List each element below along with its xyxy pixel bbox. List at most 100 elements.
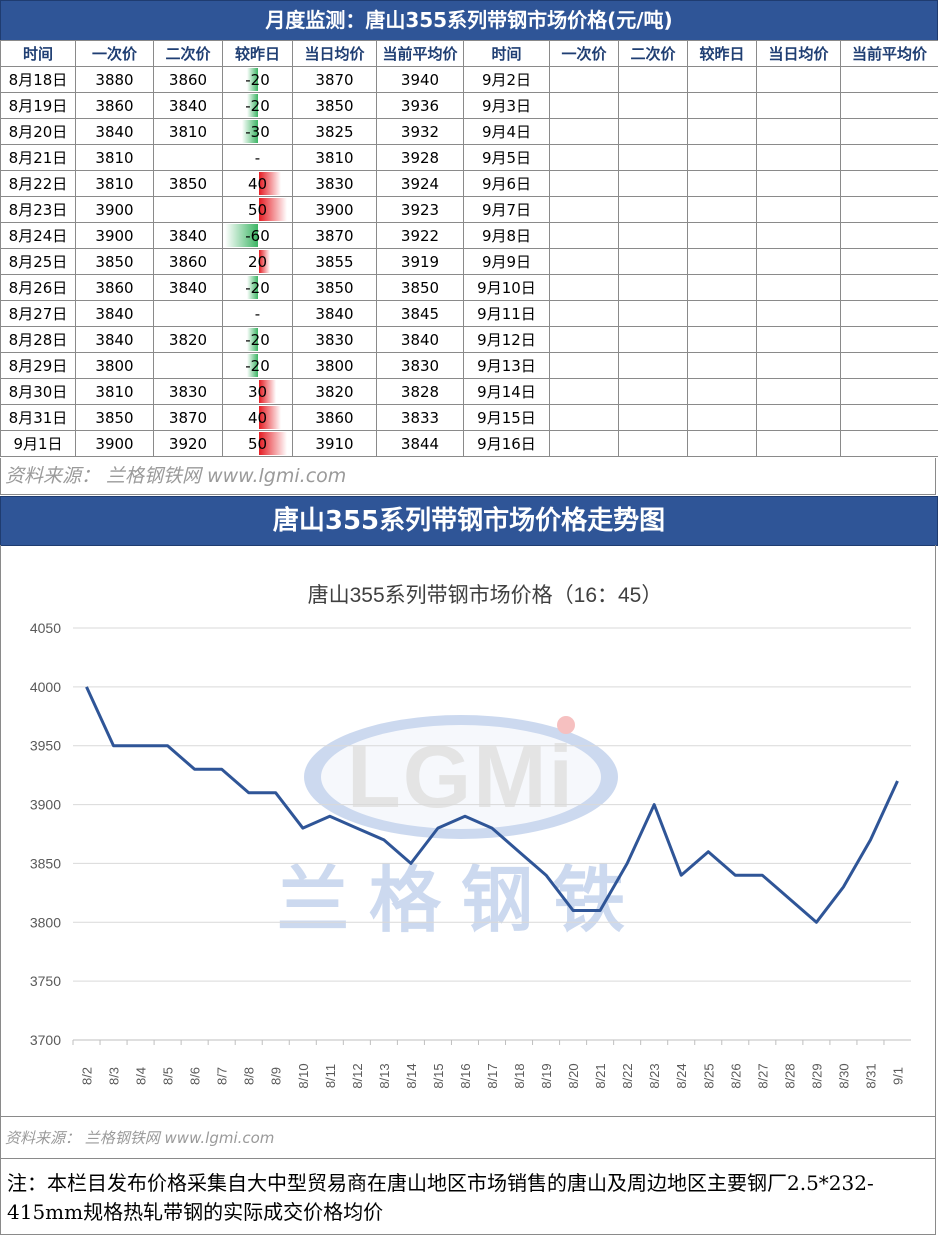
date-cell: 9月10日: [463, 274, 550, 301]
empty-cell: [756, 352, 841, 379]
empty-cell: [840, 274, 938, 301]
increase-bar: [259, 380, 276, 403]
empty-cell: [549, 92, 619, 119]
second-price-cell: 3920: [153, 430, 223, 457]
empty-cell: [840, 196, 938, 223]
empty-cell: [756, 170, 841, 197]
daily-average-cell: 3840: [292, 300, 377, 327]
empty-cell: [756, 378, 841, 405]
current-average-cell: 3828: [376, 378, 464, 405]
decrease-bar: [247, 328, 258, 351]
change-cell: -: [222, 144, 293, 171]
empty-cell: [618, 144, 688, 171]
x-tick-label: 8/28: [782, 1063, 797, 1088]
daily-average-cell: 3850: [292, 274, 377, 301]
empty-cell: [756, 248, 841, 275]
change-cell: -60: [222, 222, 293, 249]
y-tick-label: 3800: [30, 914, 61, 930]
column-header: 当前平均价: [840, 40, 938, 67]
column-header: 一次价: [549, 40, 619, 67]
current-average-cell: 3833: [376, 404, 464, 431]
empty-cell: [840, 222, 938, 249]
first-price-cell: 3900: [75, 430, 154, 457]
first-price-cell: 3840: [75, 326, 154, 353]
second-price-cell: 3860: [153, 248, 223, 275]
empty-cell: [840, 66, 938, 93]
current-average-cell: 3922: [376, 222, 464, 249]
empty-cell: [549, 144, 619, 171]
empty-cell: [549, 378, 619, 405]
column-header: 二次价: [618, 40, 688, 67]
increase-bar: [259, 198, 287, 221]
daily-average-cell: 3870: [292, 222, 377, 249]
table-row: 8月22日 3810 3850 40 3830 3924 9月6日: [0, 170, 938, 197]
second-price-cell: 3860: [153, 66, 223, 93]
empty-cell: [756, 300, 841, 327]
table-row: 8月29日 3800 -20 3800 3830 9月13日: [0, 352, 938, 379]
empty-cell: [618, 274, 688, 301]
change-value: 40: [247, 408, 268, 427]
decrease-bar: [247, 94, 258, 117]
x-tick-label: 8/7: [215, 1067, 230, 1085]
empty-cell: [687, 352, 757, 379]
change-value: 50: [247, 200, 268, 219]
x-tick-label: 8/20: [566, 1063, 581, 1088]
empty-cell: [840, 248, 938, 275]
column-header: 时间: [463, 40, 550, 67]
change-value: -20: [245, 278, 270, 297]
change-value: -: [254, 148, 261, 167]
first-price-cell: 3860: [75, 274, 154, 301]
empty-cell: [840, 326, 938, 353]
table-row: 8月28日 3840 3820 -20 3830 3840 9月12日: [0, 326, 938, 353]
x-tick-label: 8/21: [593, 1063, 608, 1088]
daily-average-cell: 3855: [292, 248, 377, 275]
empty-cell: [756, 222, 841, 249]
daily-average-cell: 3850: [292, 92, 377, 119]
current-average-cell: 3928: [376, 144, 464, 171]
empty-cell: [618, 92, 688, 119]
current-average-cell: 3845: [376, 300, 464, 327]
empty-cell: [549, 300, 619, 327]
x-tick-label: 8/15: [431, 1063, 446, 1088]
empty-cell: [756, 274, 841, 301]
chart-section-title: 唐山355系列带钢市场价格走势图: [0, 496, 938, 546]
empty-cell: [687, 222, 757, 249]
date-cell: 8月21日: [0, 144, 76, 171]
first-price-cell: 3810: [75, 378, 154, 405]
first-price-cell: 3810: [75, 170, 154, 197]
date-cell: 8月20日: [0, 118, 76, 145]
table-row: 8月30日 3810 3830 30 3820 3828 9月14日: [0, 378, 938, 405]
x-tick-label: 8/18: [512, 1063, 527, 1088]
current-average-cell: 3936: [376, 92, 464, 119]
empty-cell: [840, 118, 938, 145]
table-row: 8月27日 3840-3840 3845 9月11日: [0, 300, 938, 327]
empty-cell: [549, 222, 619, 249]
change-value: -: [254, 304, 261, 323]
table-row: 8月19日 3860 3840 -20 3850 3936 9月3日: [0, 92, 938, 119]
daily-average-cell: 3860: [292, 404, 377, 431]
empty-cell: [618, 430, 688, 457]
x-tick-label: 8/29: [809, 1063, 824, 1088]
y-tick-label: 3750: [30, 973, 61, 989]
current-average-cell: 3924: [376, 170, 464, 197]
decrease-bar: [247, 68, 258, 91]
date-cell: 9月12日: [463, 326, 550, 353]
x-tick-label: 8/31: [863, 1063, 878, 1088]
y-tick-label: 3850: [30, 855, 61, 871]
date-cell: 8月29日: [0, 352, 76, 379]
change-value: 20: [247, 252, 268, 271]
empty-cell: [687, 326, 757, 353]
empty-cell: [687, 274, 757, 301]
empty-cell: [840, 404, 938, 431]
date-cell: 8月27日: [0, 300, 76, 327]
table-row: 8月26日 3860 3840 -20 3850 3850 9月10日: [0, 274, 938, 301]
table-row: 8月23日 3900 50 3900 3923 9月7日: [0, 196, 938, 223]
x-tick-label: 8/24: [674, 1063, 689, 1088]
first-price-cell: 3860: [75, 92, 154, 119]
empty-cell: [618, 404, 688, 431]
current-average-cell: 3923: [376, 196, 464, 223]
change-value: 40: [247, 174, 268, 193]
empty-cell: [549, 274, 619, 301]
x-tick-label: 8/11: [323, 1064, 338, 1088]
empty-cell: [549, 326, 619, 353]
